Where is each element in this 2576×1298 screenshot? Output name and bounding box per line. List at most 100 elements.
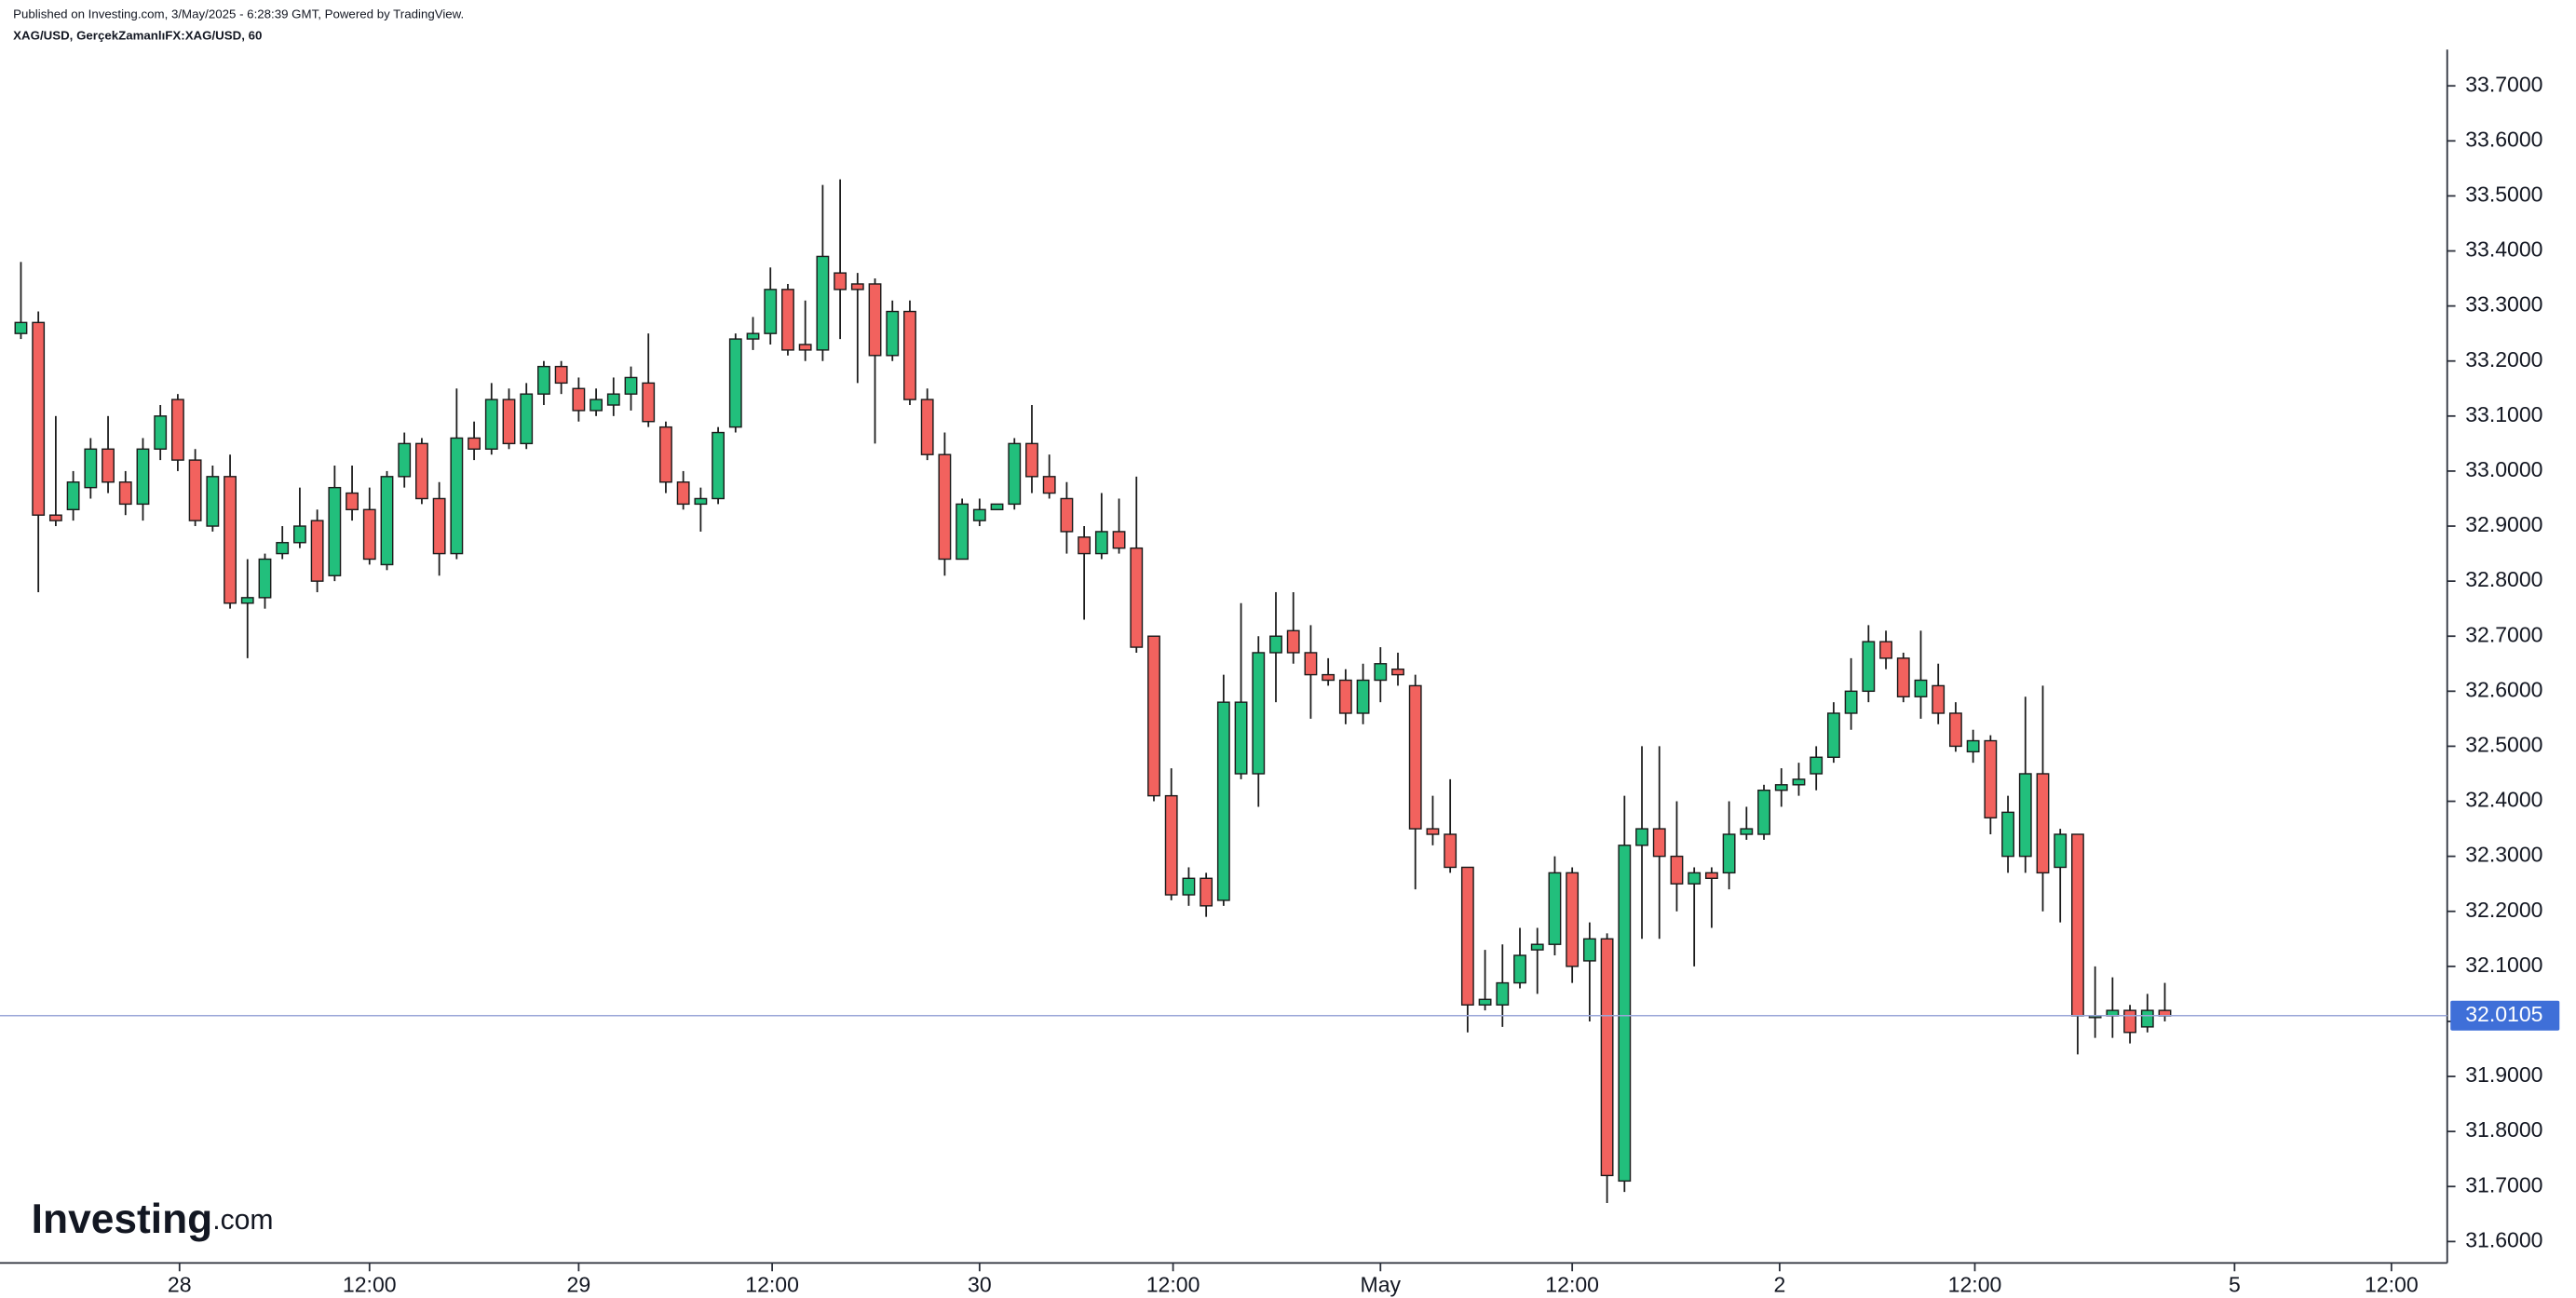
candle-body [554, 365, 568, 385]
candle-body [136, 448, 150, 506]
candle-body [1164, 794, 1178, 896]
chart-title: XAG/USD, GerçekZamanlıFX:XAG/USD, 60 [13, 29, 262, 43]
y-tick-label: 31.7000 [2465, 1172, 2542, 1197]
candle-body [1688, 872, 1702, 885]
candle-body [1496, 981, 1510, 1006]
y-tick-label: 32.5000 [2465, 733, 2542, 757]
candle-body [1252, 652, 1266, 775]
candle-body [14, 321, 28, 334]
candle-body [537, 365, 550, 395]
candle-body [502, 399, 516, 445]
candle-body [84, 448, 98, 489]
y-tick-label: 32.7000 [2465, 622, 2542, 646]
candle-body [1444, 833, 1457, 869]
candle-body [938, 453, 952, 561]
candle-body [1704, 872, 1718, 879]
candle-body [886, 310, 900, 357]
brand-suffix: .com [212, 1205, 273, 1236]
candle-body [450, 437, 464, 555]
x-tick-label: May [1361, 1272, 1402, 1296]
y-tick-label: 33.7000 [2465, 72, 2542, 96]
candle-body [1460, 866, 1474, 1006]
candle-body [1338, 679, 1352, 714]
candle-body [2036, 773, 2050, 874]
candle-body [2001, 811, 2014, 858]
candle-body [850, 283, 864, 291]
candle-body [798, 344, 812, 351]
candle-body [240, 597, 254, 604]
candle-body [102, 448, 115, 483]
candle-body [48, 514, 62, 521]
y-tick-label: 33.3000 [2465, 292, 2542, 317]
candle-body [1966, 739, 1980, 753]
candle-body [1896, 657, 1910, 697]
candle-body [328, 486, 342, 576]
candle-body [362, 508, 376, 561]
candle-body [712, 431, 725, 500]
candle-body [2140, 1009, 2154, 1028]
candle-body [1478, 998, 1492, 1006]
candle-body [1932, 684, 1946, 714]
candle-body [572, 387, 586, 412]
x-tick-label: 12:00 [1146, 1272, 1200, 1296]
candle-body [1722, 833, 1736, 874]
candle-body [642, 382, 656, 423]
candle-body [398, 442, 412, 478]
candle-body [764, 289, 778, 334]
candle-body [1513, 954, 1526, 984]
candle-body [990, 503, 1004, 511]
candle-body [1635, 828, 1648, 846]
candle-body [920, 399, 934, 455]
x-tick-label: 12:00 [1545, 1272, 1599, 1296]
candle-body [2071, 833, 2084, 1017]
candle-body [1844, 690, 1858, 714]
candle-body [224, 476, 237, 604]
candle-body [1147, 635, 1160, 797]
candle-body [606, 393, 620, 406]
candle-body [380, 476, 394, 566]
x-tick-label: 29 [567, 1272, 591, 1296]
plot-area [14, 179, 2172, 1203]
candle-body [292, 525, 306, 544]
candle-body [154, 415, 168, 450]
candle-body [206, 476, 220, 527]
candle-body [956, 503, 969, 561]
candle-body [1618, 845, 1632, 1183]
published-note: Published on Investing.com, 3/May/2025 -… [13, 7, 464, 20]
candle-body [834, 272, 847, 291]
candle-body [1216, 701, 1230, 901]
candle-body [1356, 679, 1370, 714]
y-tick-label: 32.9000 [2465, 512, 2542, 536]
candle-body [1652, 828, 1666, 858]
y-tick-label: 32.6000 [2465, 677, 2542, 701]
candle-body [781, 289, 794, 351]
x-tick-label: 30 [968, 1272, 992, 1296]
last-price-box [2450, 1000, 2560, 1031]
candle-body [1130, 547, 1144, 648]
candle-body [1374, 663, 1388, 682]
candle-body [972, 508, 986, 521]
candle-body [1879, 641, 1892, 659]
candle-body [676, 481, 690, 506]
candle-body [1112, 531, 1126, 549]
candle-body [1862, 641, 1876, 693]
candle-body [258, 558, 272, 599]
x-tick-label: 12:00 [343, 1272, 397, 1296]
candle-body [1426, 828, 1440, 835]
candle-body [1286, 629, 1300, 654]
y-tick-label: 33.4000 [2465, 237, 2542, 262]
candle-body [1548, 872, 1562, 945]
candle-body [1670, 855, 1684, 885]
candle-body [624, 376, 638, 395]
x-tick-label: 12:00 [1948, 1272, 2002, 1296]
candle-body [32, 321, 46, 516]
x-tick-label: 5 [2229, 1272, 2241, 1296]
y-tick-label: 31.9000 [2465, 1062, 2542, 1087]
candle-body [590, 399, 603, 412]
candle-body [659, 426, 672, 483]
candle-body [903, 310, 916, 400]
candle-body [746, 332, 760, 340]
candle-body [1234, 701, 1248, 775]
x-tick-label: 28 [168, 1272, 192, 1296]
y-tick-label: 32.4000 [2465, 788, 2542, 812]
